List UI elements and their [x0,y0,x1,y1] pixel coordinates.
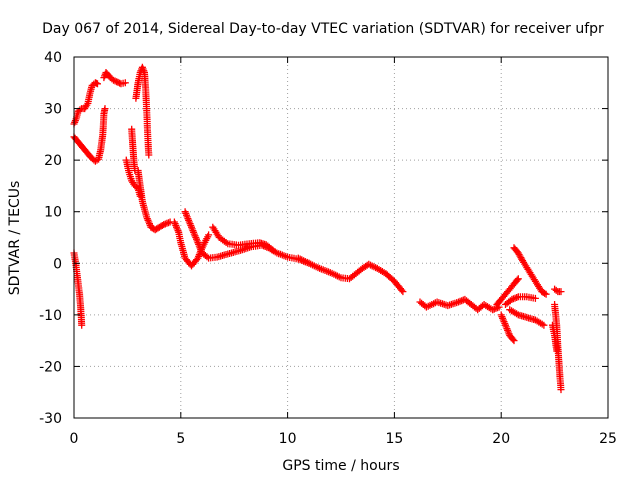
data-point [508,295,516,303]
x-tick-label: 10 [279,431,297,447]
data-point [121,79,129,87]
y-tick-labels: -30 -20 -10 0 10 20 30 40 [39,50,62,427]
y-tick-label: -30 [39,411,62,427]
data-point [557,386,565,394]
chart-title: Day 067 of 2014, Sidereal Day-to-day VTE… [42,21,604,37]
data-point [76,106,84,114]
data-point [205,231,213,239]
data-points [70,63,565,394]
data-point [531,294,539,302]
data-point [513,294,521,301]
data-point [101,105,109,113]
y-tick-label: 20 [44,153,62,169]
data-point [490,305,498,313]
data-point [557,288,565,296]
y-tick-label: 40 [44,50,62,66]
data-point [203,253,211,261]
data-point [552,286,560,294]
x-axis-label: GPS time / hours [282,458,399,474]
grid [74,57,608,418]
data-point [94,80,101,88]
x-tick-label: 0 [70,431,79,447]
y-tick-label: 0 [53,256,62,272]
x-tick-label: 20 [492,431,510,447]
data-point [509,335,517,343]
data-point [398,286,406,294]
data-point [145,151,153,159]
data-point [111,77,119,85]
y-tick-label: -10 [39,308,62,324]
x-tick-labels: 0 5 10 15 20 25 [70,431,617,447]
data-point [455,298,462,306]
data-point [399,288,407,296]
data-point [110,76,117,84]
x-tick-label: 25 [599,431,617,447]
data-point [513,276,521,284]
y-axis-label: SDTVAR / TECUs [7,181,23,296]
x-tick-label: 5 [176,431,185,447]
data-point [267,245,275,253]
data-point [165,219,172,227]
data-point [510,337,518,345]
data-point [158,222,166,229]
data-point [541,289,549,297]
x-tick-label: 15 [385,431,403,447]
y-tick-label: 10 [44,205,62,221]
y-tick-label: 30 [44,102,62,118]
data-point [78,321,86,329]
data-point [540,321,548,329]
data-point [161,220,169,228]
data-point [269,246,277,254]
y-tick-label: -20 [39,359,62,375]
data-point [542,290,550,298]
data-point [553,347,561,355]
plot-frame [73,56,609,419]
axis-ticks [73,56,609,419]
data-point [514,275,522,283]
